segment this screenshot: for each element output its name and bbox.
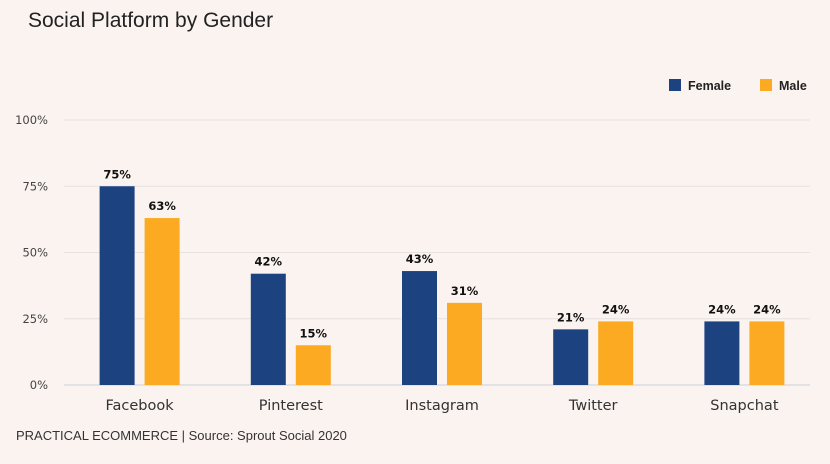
chart-title: Social Platform by Gender [28, 9, 274, 32]
legend-swatch-male [760, 79, 772, 91]
data-label: 21% [557, 310, 585, 324]
data-label: 42% [255, 255, 283, 269]
legend-label-female: Female [688, 79, 731, 93]
bar-female-facebook [99, 186, 135, 385]
legend: Female Male [669, 79, 807, 93]
bar-male-facebook [144, 218, 180, 385]
data-label: 63% [148, 199, 176, 213]
y-tick-label: 0% [30, 378, 48, 392]
category-label: Pinterest [259, 398, 323, 414]
bar-female-instagram [402, 271, 437, 385]
bar-female-twitter [553, 329, 589, 385]
bar-male-pinterest [295, 345, 331, 385]
bars [99, 186, 785, 385]
source-footer: PRACTICAL ECOMMERCE | Source: Sprout Soc… [16, 428, 347, 443]
y-tick-label: 50% [22, 246, 48, 260]
data-label: 24% [602, 302, 630, 316]
category-label: Snapchat [710, 398, 779, 414]
data-label: 75% [103, 167, 131, 181]
data-label: 15% [300, 326, 328, 340]
y-tick-label: 75% [22, 179, 48, 193]
legend-label-male: Male [779, 79, 807, 93]
data-label: 24% [708, 302, 736, 316]
bar-male-twitter [598, 321, 634, 385]
bar-male-snapchat [749, 321, 785, 385]
category-label: Instagram [405, 398, 479, 414]
category-label: Twitter [568, 398, 618, 414]
data-labels: 75% 63% 42% 15% 43% 31% 21% 24% 24% 24% [103, 167, 781, 340]
bar-female-snapchat [704, 321, 740, 385]
axes: 0% 25% 50% 75% 100% Facebook Pinterest Instagra… [15, 113, 779, 414]
data-label: 31% [451, 284, 479, 298]
data-label: 43% [406, 252, 434, 266]
legend-swatch-female [669, 79, 681, 91]
category-label: Facebook [106, 398, 175, 414]
y-tick-label: 100% [15, 113, 48, 127]
data-label: 24% [753, 302, 781, 316]
bar-male-instagram [447, 302, 482, 385]
bar-female-pinterest [250, 273, 286, 385]
y-tick-label: 25% [22, 312, 48, 326]
